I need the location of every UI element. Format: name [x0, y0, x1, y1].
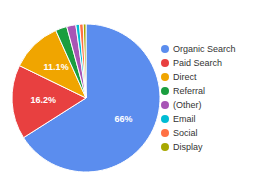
html-text:Paid Search: Paid Search [173, 58, 222, 68]
html-text:Display: Display [173, 142, 203, 152]
svg-text:16.2%: 16.2% [30, 95, 56, 105]
html-text:Referral: Referral [173, 86, 205, 96]
html-text:Email: Email [173, 114, 196, 124]
svg-text:11.1%: 11.1% [44, 62, 69, 72]
html-text:Organic Search: Organic Search [173, 44, 236, 54]
html-text:Social: Social [173, 128, 198, 138]
svg-text:66%: 66% [115, 114, 133, 124]
html-text:Direct: Direct [173, 72, 197, 82]
html-text:(Other): (Other) [173, 100, 202, 110]
